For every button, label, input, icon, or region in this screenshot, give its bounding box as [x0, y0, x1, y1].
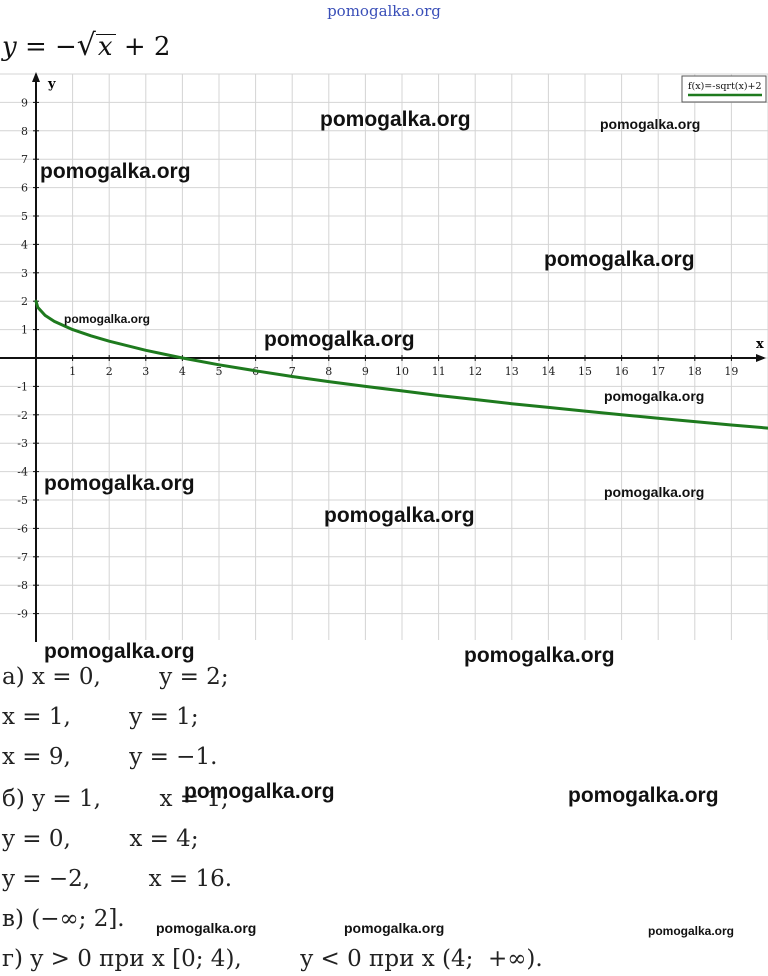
answer-line: а) x = 0, y = 2;: [2, 664, 229, 690]
watermark: pomogalka.org: [568, 784, 719, 807]
y-tick-label: 3: [21, 267, 28, 280]
legend-box: [681, 75, 767, 103]
y-tick-label: 4: [21, 238, 28, 251]
x-tick-label: 8: [325, 365, 332, 378]
watermark: pomogalka.org: [44, 472, 195, 495]
watermark: pomogalka.org: [344, 920, 445, 936]
y-axis-arrow-icon: [32, 72, 40, 82]
x-tick-label: 2: [106, 365, 113, 378]
function-graph: xy 1 2 3 4 5 6 7 8 9 10 11 12 13 14 15 16 17 18 1998765432…: [0, 72, 768, 642]
y-axis-label: y: [47, 77, 56, 92]
x-tick-label: 18: [688, 365, 702, 378]
x-tick-label: 12: [468, 365, 482, 378]
axes: xy: [0, 72, 766, 642]
y-tick-label: 8: [21, 125, 28, 138]
y-tick-label: 1: [21, 324, 28, 337]
watermark: pomogalka.org: [464, 644, 615, 667]
watermark: pomogalka.org: [44, 640, 195, 663]
formula-radicand: x: [95, 34, 116, 60]
watermark: pomogalka.org: [324, 504, 475, 527]
tick-labels: 1 2 3 4 5 6 7 8 9 10 11 12 13 14 15 16 17 18 19987654321-1…: [17, 96, 738, 620]
x-tick-label: 10: [395, 365, 409, 378]
x-axis-arrow-icon: [756, 354, 766, 362]
x-tick-label: 4: [179, 365, 186, 378]
y-tick-label: -4: [17, 466, 28, 479]
y-tick-label: 2: [21, 295, 28, 308]
x-tick-label: 17: [651, 365, 665, 378]
y-tick-label: -8: [17, 579, 28, 592]
y-tick-label: -5: [17, 494, 28, 507]
formula: y = −√x + 2: [2, 28, 170, 63]
sqrt-sign-icon: √: [76, 28, 96, 63]
watermark: pomogalka.org: [320, 108, 471, 131]
formula-lhs: y = −: [2, 32, 77, 62]
y-tick-label: 7: [21, 153, 28, 166]
watermark: pomogalka.org: [648, 924, 735, 938]
x-tick-label: 7: [289, 365, 296, 378]
watermark: pomogalka.org: [64, 312, 151, 326]
x-tick-label: 1: [69, 365, 76, 378]
watermark: pomogalka.org: [264, 328, 415, 351]
watermark: pomogalka.org: [40, 160, 191, 183]
answer-line: x = 1, y = 1;: [2, 704, 199, 730]
y-tick-label: -6: [17, 522, 28, 535]
y-tick-label: 6: [21, 182, 28, 195]
x-tick-label: 9: [362, 365, 369, 378]
answer-line: y = −2, x = 16.: [2, 866, 233, 892]
watermark: pomogalka.org: [600, 116, 701, 132]
y-tick-label: 9: [21, 96, 28, 109]
y-tick-label: 5: [21, 210, 28, 223]
x-axis-label: x: [756, 337, 764, 352]
x-tick-label: 11: [432, 365, 446, 378]
legend: f(x)=-sqrt(x)+2: [681, 75, 767, 103]
y-tick-label: -3: [17, 437, 28, 450]
series-line: [34, 299, 768, 430]
x-tick-label: 16: [615, 365, 629, 378]
answer-line: y = 0, x = 4;: [2, 826, 199, 852]
watermark: pomogalka.org: [604, 388, 705, 404]
y-tick-label: -7: [17, 551, 28, 564]
answer-line: x = 9, y = −1.: [2, 744, 218, 770]
watermark: pomogalka.org: [604, 484, 705, 500]
watermark: pomogalka.org: [184, 780, 335, 803]
y-tick-label: -1: [17, 380, 28, 393]
formula-rhs: + 2: [123, 32, 171, 62]
series-curve: [34, 299, 768, 430]
legend-label: f(x)=-sqrt(x)+2: [688, 81, 762, 92]
site-header: pomogalka.org: [327, 2, 441, 20]
y-tick-label: -9: [17, 608, 28, 621]
x-tick-label: 5: [216, 365, 223, 378]
x-tick-label: 13: [505, 365, 519, 378]
answer-line: г) y > 0 при x [0; 4), y < 0 при x (4; +…: [2, 946, 543, 972]
watermark: pomogalka.org: [156, 920, 257, 936]
x-tick-label: 3: [142, 365, 149, 378]
watermark: pomogalka.org: [544, 248, 695, 271]
answer-line: в) (−∞; 2].: [2, 906, 125, 932]
y-tick-label: -2: [17, 409, 28, 422]
x-tick-label: 19: [724, 365, 738, 378]
x-tick-label: 14: [541, 365, 555, 378]
x-tick-label: 15: [578, 365, 592, 378]
answer-line: б) y = 1, x = 1;: [2, 786, 229, 812]
